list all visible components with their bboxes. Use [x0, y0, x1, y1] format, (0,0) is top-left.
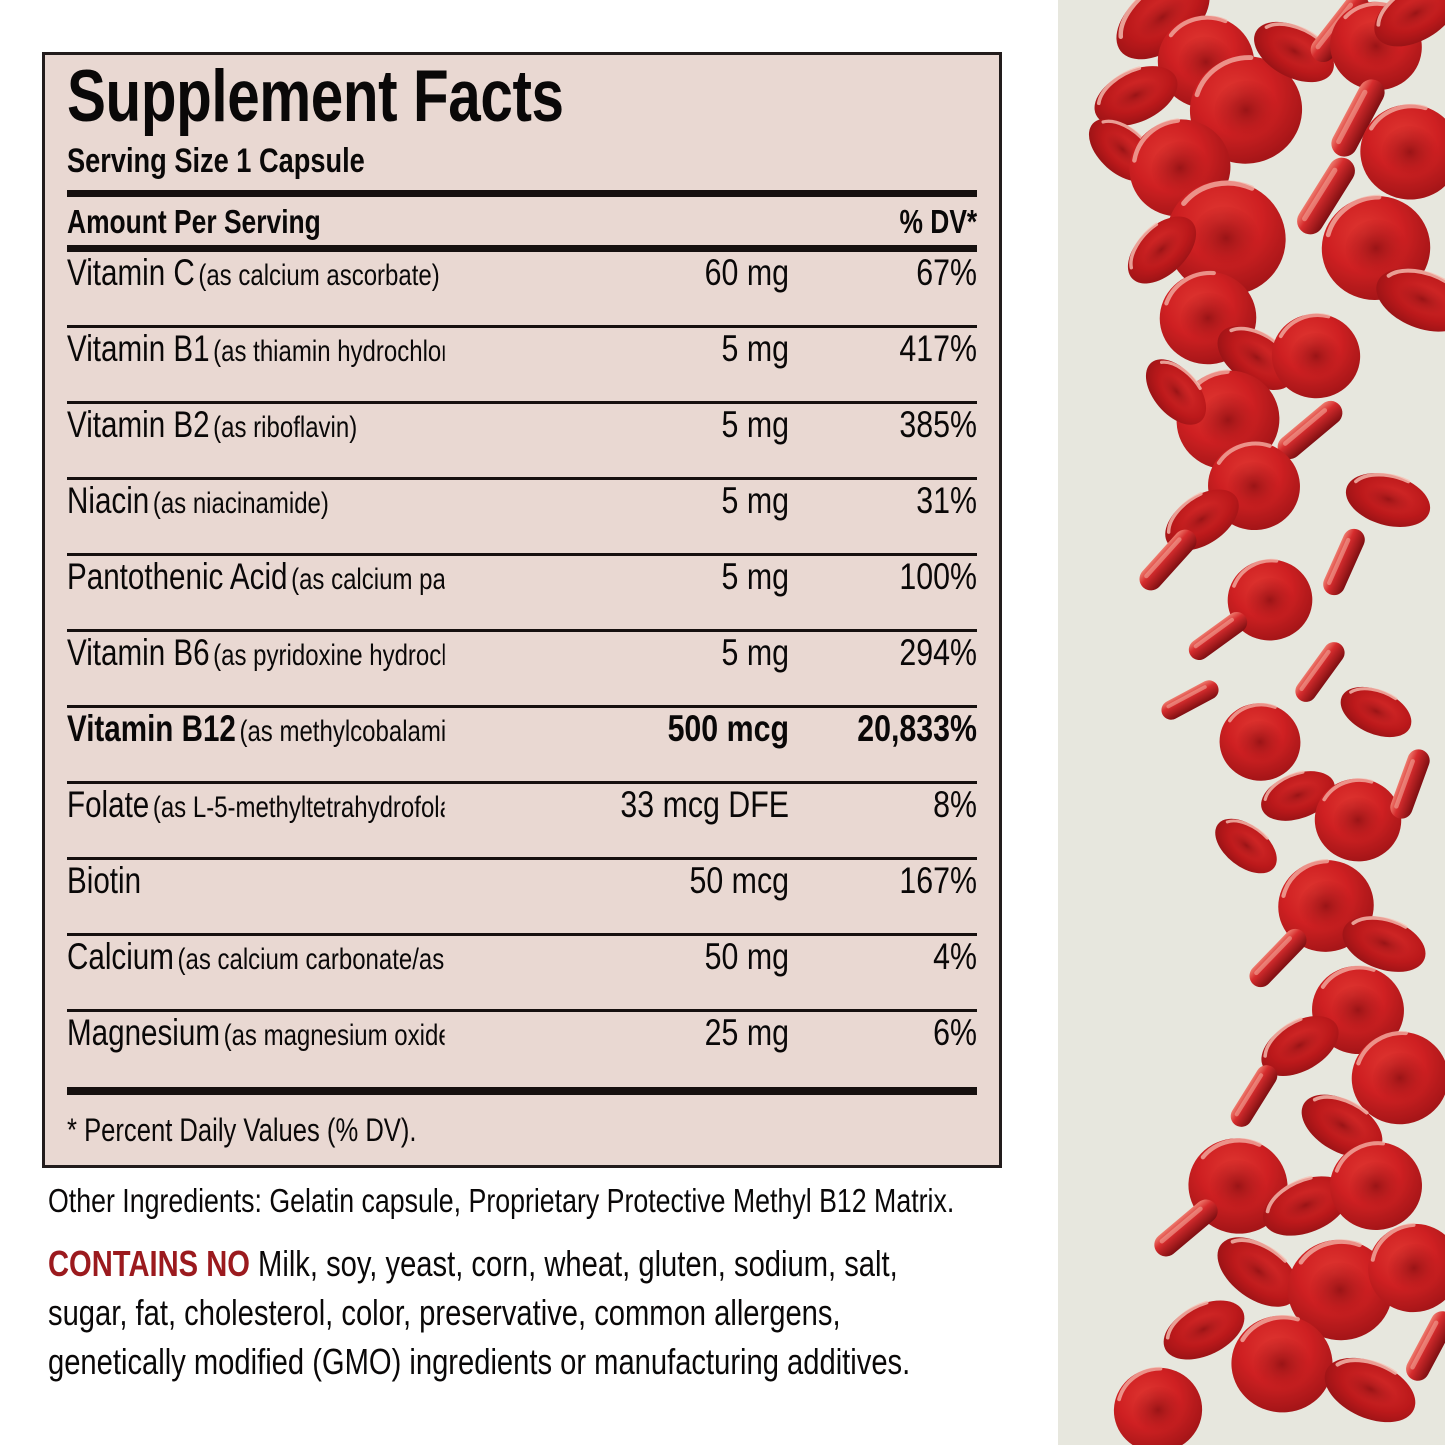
divider-thin — [67, 401, 977, 405]
table-row: Vitamin B6 (as pyridoxine hydrochloride)… — [67, 632, 977, 705]
header-amount-per-serving: Amount Per Serving — [67, 203, 321, 241]
table-row: Pantothenic Acid (as calcium pantothenat… — [67, 556, 977, 629]
nutrient-amount: 50 mg — [704, 936, 789, 978]
nutrient-percent-dv: 417% — [899, 328, 977, 370]
table-row: Vitamin C (as calcium ascorbate) 60 mg 67% — [67, 252, 977, 325]
nutrient-name-main: Folate — [67, 784, 150, 826]
nutrient-name: Calcium (as calcium carbonate/ascorbate) — [67, 936, 445, 978]
divider-thin — [67, 325, 977, 329]
nutrient-percent-dv: 167% — [899, 860, 977, 902]
divider-thin — [67, 857, 977, 861]
contains-no-block: CONTAINS NO Milk, soy, yeast, corn, whea… — [48, 1240, 1020, 1387]
nutrient-amount: 60 mg — [704, 252, 789, 294]
table-row: Calcium (as calcium carbonate/ascorbate)… — [67, 936, 977, 1009]
blood-cells-illustration-panel — [1058, 0, 1445, 1445]
nutrient-name: Magnesium (as magnesium oxide) — [67, 1012, 445, 1054]
header-percent-dv: % DV* — [899, 203, 977, 241]
table-row: Folate (as L-5-methyltetrahydrofolate) 33… — [67, 784, 977, 857]
table-row: Vitamin B2 (as riboflavin) 5 mg 385% — [67, 404, 977, 477]
contains-no-line-1: CONTAINS NO Milk, soy, yeast, corn, whea… — [48, 1240, 1020, 1289]
divider-thin — [67, 629, 977, 633]
nutrient-name-main: Vitamin B6 — [67, 632, 210, 674]
divider-thick-header — [67, 245, 977, 253]
divider-thin — [67, 705, 977, 709]
dv-footnote: * Percent Daily Values (% DV). — [67, 1112, 417, 1149]
divider-thick-bottom — [67, 1087, 977, 1096]
nutrient-name-main: Vitamin C — [67, 252, 195, 294]
other-ingredients-text: Other Ingredients: Gelatin capsule, Prop… — [48, 1182, 955, 1219]
contains-no-line-3: genetically modified (GMO) ingredients o… — [48, 1340, 911, 1382]
nutrient-source: (as calcium pantothenate) — [291, 563, 445, 597]
supplement-facts-panel: Supplement Facts Serving Size 1 Capsule … — [42, 52, 1002, 1168]
nutrient-amount: 50 mcg — [689, 860, 789, 902]
nutrient-name: Vitamin B1 (as thiamin hydrochloride) — [67, 328, 445, 370]
nutrient-source: (as calcium carbonate/ascorbate) — [177, 943, 445, 977]
nutrient-percent-dv: 4% — [933, 936, 977, 978]
divider-thin — [67, 477, 977, 481]
nutrient-amount: 5 mg — [721, 404, 789, 446]
nutrient-source: (as pyridoxine hydrochloride) — [213, 639, 444, 673]
nutrient-name-main: Vitamin B2 — [67, 404, 210, 446]
table-row: Magnesium (as magnesium oxide) 25 mg 6% — [67, 1012, 977, 1085]
nutrient-name: Vitamin B12 (as methylcobalamin) — [67, 708, 445, 750]
nutrient-amount: 500 mcg — [667, 708, 789, 750]
table-row: Vitamin B12 (as methylcobalamin) 500 mcg 2… — [67, 708, 977, 781]
nutrient-name: Niacin (as niacinamide) — [67, 480, 445, 522]
table-row: Vitamin B1 (as thiamin hydrochloride) 5 m… — [67, 328, 977, 401]
serving-size: Serving Size 1 Capsule — [67, 141, 365, 180]
table-row: Niacin (as niacinamide) 5 mg 31% — [67, 480, 977, 553]
nutrient-percent-dv: 294% — [899, 632, 977, 674]
divider-thin — [67, 553, 977, 557]
nutrient-amount: 5 mg — [721, 480, 789, 522]
page-title: Supplement Facts — [67, 56, 564, 137]
nutrient-name: Biotin — [67, 860, 445, 902]
nutrient-percent-dv: 100% — [899, 556, 977, 598]
table-row: Biotin 50 mcg 167% — [67, 860, 977, 933]
nutrient-name-main: Niacin — [67, 480, 150, 522]
nutrient-name-main: Biotin — [67, 860, 142, 902]
nutrient-percent-dv: 20,833% — [857, 708, 977, 750]
nutrient-name-main: Magnesium — [67, 1012, 221, 1054]
nutrient-amount: 33 mcg DFE — [620, 784, 789, 826]
nutrient-percent-dv: 385% — [899, 404, 977, 446]
nutrient-name: Vitamin B6 (as pyridoxine hydrochloride) — [67, 632, 445, 674]
nutrient-source: (as riboflavin) — [213, 411, 358, 445]
nutrient-name: Vitamin B2 (as riboflavin) — [67, 404, 445, 446]
nutrient-amount: 5 mg — [721, 632, 789, 674]
nutrient-amount: 5 mg — [721, 556, 789, 598]
red-blood-cells-icon — [1058, 0, 1445, 1445]
nutrient-name-main: Vitamin B12 — [67, 708, 236, 750]
nutrient-source: (as thiamin hydrochloride) — [213, 335, 444, 369]
nutrient-percent-dv: 6% — [933, 1012, 977, 1054]
nutrient-percent-dv: 31% — [916, 480, 977, 522]
divider-thin — [67, 781, 977, 785]
nutrient-name: Vitamin C (as calcium ascorbate) — [67, 252, 445, 294]
divider-thick-top — [67, 190, 977, 198]
nutrient-amount: 25 mg — [704, 1012, 789, 1054]
table-header-row: Amount Per Serving % DV* — [67, 197, 977, 245]
nutrient-source: (as niacinamide) — [152, 487, 329, 521]
divider-thin — [67, 933, 977, 937]
divider-thin — [67, 1009, 977, 1013]
nutrient-table: Vitamin C (as calcium ascorbate) 60 mg 67%… — [67, 252, 977, 1085]
nutrient-source: (as calcium ascorbate) — [198, 259, 440, 293]
nutrient-source: (as L-5-methyltetrahydrofolate) — [152, 791, 445, 825]
nutrient-source: (as methylcobalamin) — [239, 715, 445, 749]
nutrient-source: (as magnesium oxide) — [223, 1019, 445, 1053]
contains-no-text-1: Milk, soy, yeast, corn, wheat, gluten, s… — [249, 1243, 898, 1284]
contains-no-label: CONTAINS NO — [48, 1243, 250, 1284]
nutrient-name: Pantothenic Acid (as calcium pantothenat… — [67, 556, 445, 598]
nutrient-name-main: Vitamin B1 — [67, 328, 210, 370]
nutrient-name-main: Pantothenic Acid — [67, 556, 288, 598]
contains-no-line-2: sugar, fat, cholesterol, color, preserva… — [48, 1291, 841, 1333]
nutrient-percent-dv: 8% — [933, 784, 977, 826]
nutrient-name: Folate (as L-5-methyltetrahydrofolate) — [67, 784, 445, 826]
nutrient-amount: 5 mg — [721, 328, 789, 370]
nutrient-percent-dv: 67% — [916, 252, 977, 294]
nutrient-name-main: Calcium — [67, 936, 174, 978]
